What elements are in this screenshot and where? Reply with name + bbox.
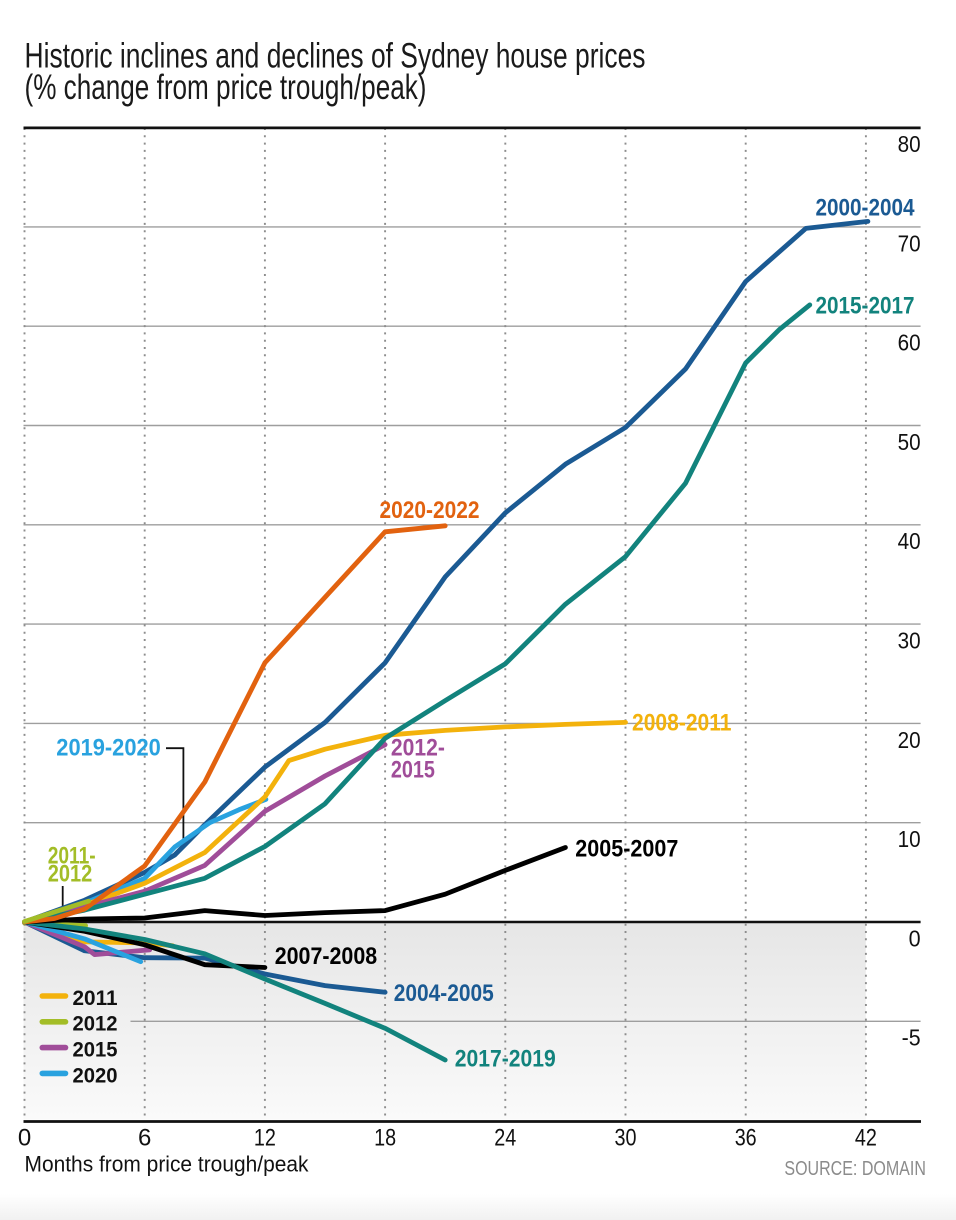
svg-text:30: 30: [898, 628, 921, 654]
svg-text:2020: 2020: [73, 1064, 118, 1087]
svg-text:12: 12: [254, 1125, 276, 1152]
svg-text:Months from price trough/peak: Months from price trough/peak: [25, 1152, 310, 1177]
svg-text:2015: 2015: [73, 1039, 118, 1062]
svg-text:2008-2011: 2008-2011: [632, 710, 732, 737]
svg-text:6: 6: [138, 1125, 151, 1152]
svg-text:Historic inclines and declines: Historic inclines and declines of Sydney…: [25, 37, 646, 76]
svg-text:30: 30: [615, 1125, 637, 1152]
svg-text:20: 20: [898, 727, 921, 753]
svg-text:2011: 2011: [73, 987, 118, 1010]
svg-text:70: 70: [898, 230, 921, 256]
svg-text:SOURCE: DOMAIN: SOURCE: DOMAIN: [784, 1158, 926, 1180]
svg-text:2015-2017: 2015-2017: [816, 293, 915, 320]
svg-text:0: 0: [18, 1125, 31, 1152]
svg-text:2011-: 2011-: [48, 843, 96, 870]
svg-text:2012: 2012: [73, 1013, 118, 1036]
svg-text:-5: -5: [902, 1025, 921, 1051]
svg-text:0: 0: [909, 925, 921, 951]
svg-text:2012: 2012: [48, 861, 92, 888]
svg-text:(% change from price trough/pe: (% change from price trough/peak): [25, 68, 427, 107]
svg-text:60: 60: [898, 330, 921, 356]
svg-text:10: 10: [898, 826, 921, 852]
svg-text:2007-2008: 2007-2008: [275, 943, 378, 970]
svg-text:18: 18: [374, 1125, 396, 1152]
svg-text:2000-2004: 2000-2004: [816, 194, 916, 221]
svg-text:50: 50: [898, 429, 921, 455]
svg-text:2015: 2015: [391, 757, 435, 784]
svg-text:2019-2020: 2019-2020: [56, 735, 161, 762]
svg-text:42: 42: [855, 1125, 877, 1152]
svg-text:2012-: 2012-: [391, 735, 445, 762]
svg-text:80: 80: [898, 131, 921, 157]
svg-text:2017-2019: 2017-2019: [455, 1046, 556, 1073]
svg-text:24: 24: [494, 1125, 516, 1152]
svg-text:36: 36: [735, 1125, 757, 1152]
svg-text:40: 40: [898, 528, 921, 554]
svg-text:2020-2022: 2020-2022: [380, 497, 480, 524]
svg-text:2005-2007: 2005-2007: [575, 836, 678, 863]
svg-text:2004-2005: 2004-2005: [394, 980, 494, 1007]
